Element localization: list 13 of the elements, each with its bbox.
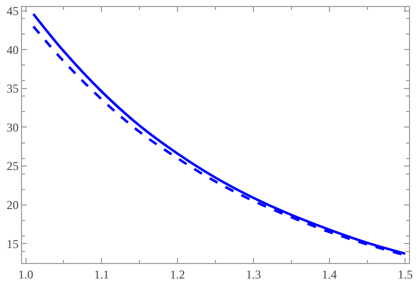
y-tick-label: 30 <box>6 120 19 134</box>
y-tick-label: 20 <box>6 198 19 212</box>
x-tick-label: 1.3 <box>246 267 261 282</box>
y-tick-label: 40 <box>6 42 19 57</box>
x-tick-label: 1.1 <box>94 267 110 282</box>
y-tick-label: 25 <box>6 159 19 174</box>
y-tick-label: 45 <box>6 4 19 18</box>
x-tick-label: 1.5 <box>398 267 413 282</box>
y-tick-label: 15 <box>6 236 19 251</box>
x-tick-label: 1.4 <box>322 267 337 282</box>
x-tick-label: 1.2 <box>170 267 186 282</box>
x-tick-label: 1.0 <box>18 267 34 282</box>
y-tick-label: 35 <box>6 82 19 96</box>
